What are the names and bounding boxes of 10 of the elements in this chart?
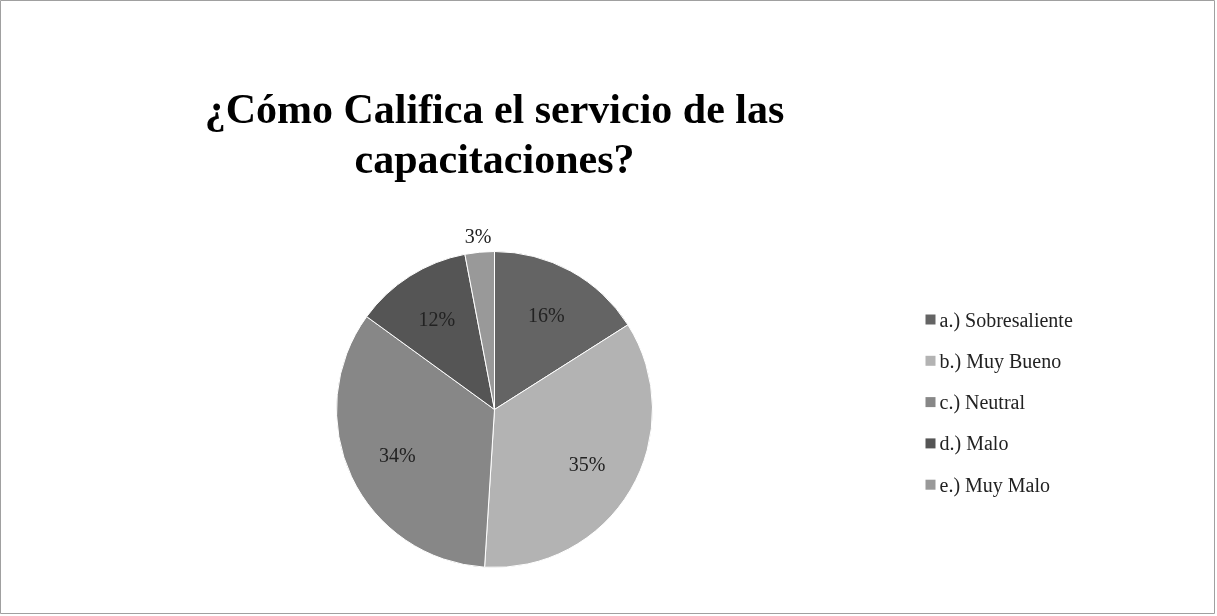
legend-label: b.) Muy Bueno [939,349,1062,373]
legend-label: d.) Malo [939,432,1009,456]
legend-label: e.) Muy Malo [939,473,1051,497]
legend-label: a.) Sobresaliente [939,308,1073,332]
data-label: 16% [527,304,565,327]
data-label: 34% [378,444,416,467]
chart-title: ¿Cómo Califica el servicio de las capacitaciones? [204,85,785,182]
data-label: 35% [568,453,606,476]
data-label: 3% [464,225,492,248]
legend-label: c.) Neutral [939,391,1026,415]
